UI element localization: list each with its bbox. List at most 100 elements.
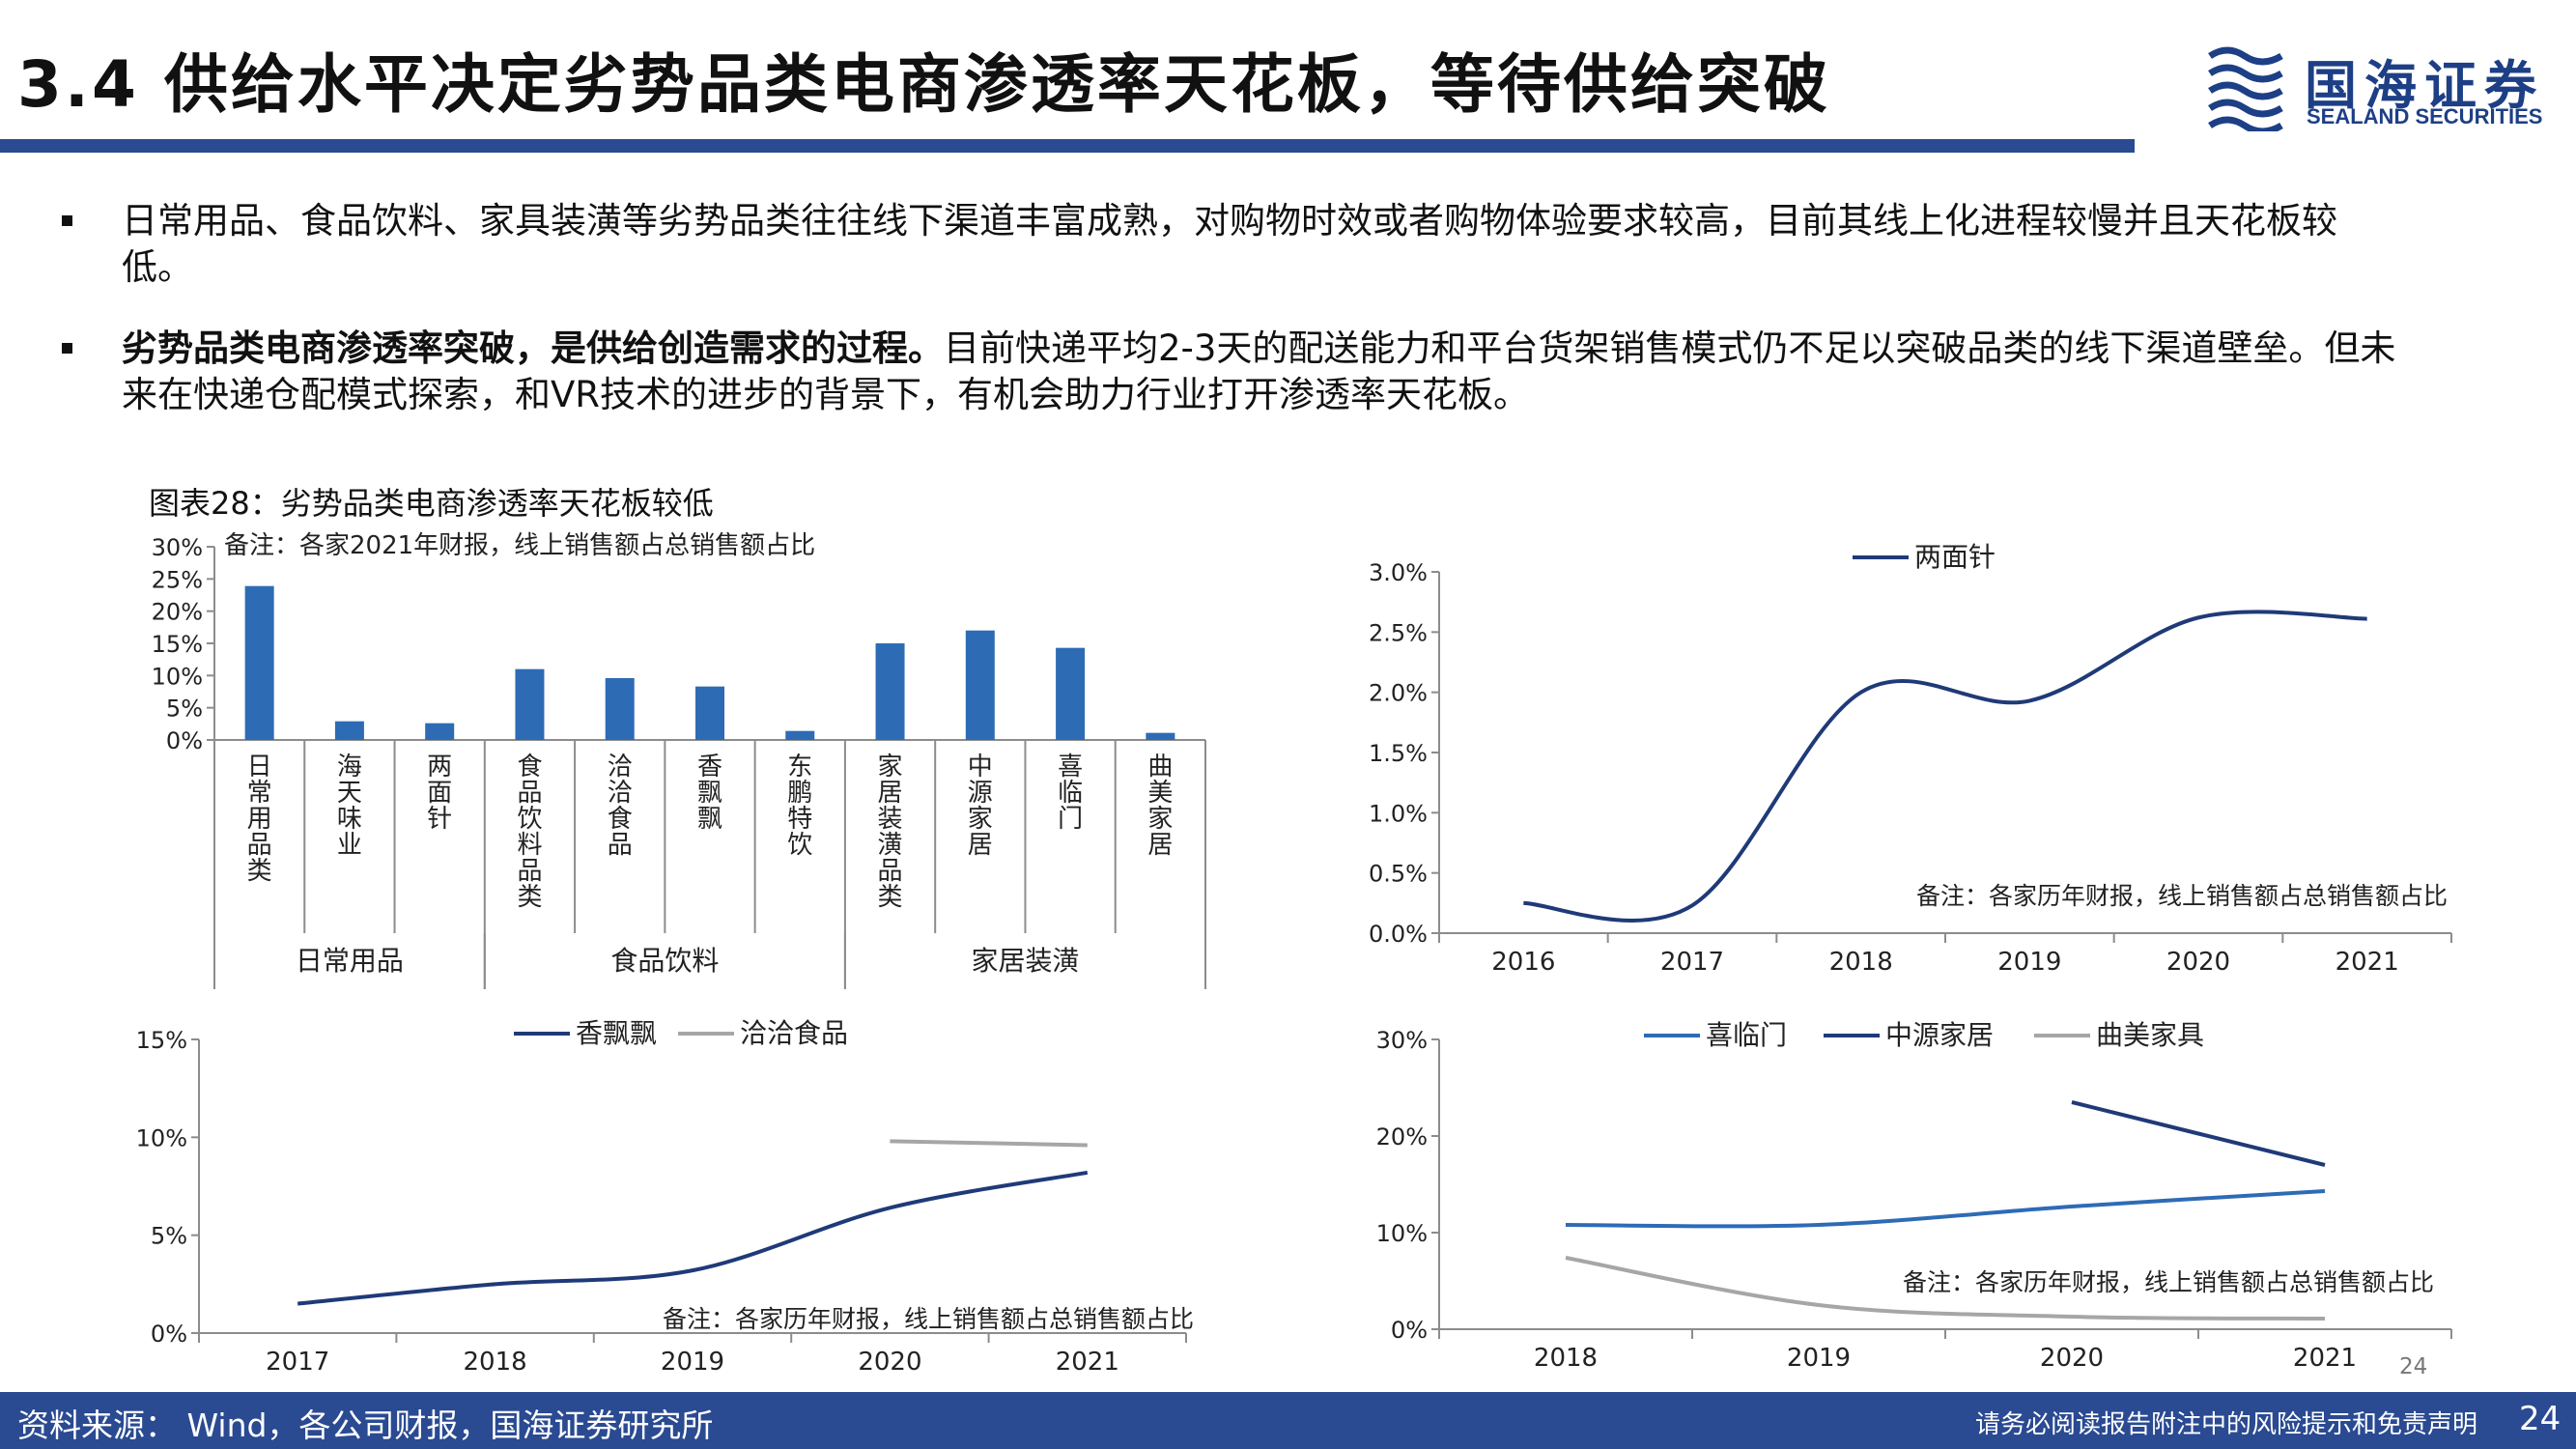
category-label: 飘	[697, 805, 722, 834]
group-label: 家居装潢	[971, 945, 1079, 977]
x-tick-label: 2017	[266, 1348, 329, 1377]
x-tick-label: 2019	[661, 1348, 724, 1377]
footer-bar: 资料来源： Wind，各公司财报，国海证券研究所 请务必阅读报告附注中的风险提示…	[0, 1392, 2576, 1449]
y-tick-label: 10%	[136, 1124, 187, 1151]
bar-chart-penetration: 0%5%10%15%20%25%30%日常用品类海天味业两面针食品饮料品类洽洽食…	[152, 531, 1206, 989]
y-tick-label: 0%	[151, 1321, 187, 1348]
x-tick-label: 2021	[1056, 1348, 1119, 1377]
category-label: 料	[517, 831, 542, 860]
category-label: 两	[427, 753, 452, 781]
category-label: 鹏	[787, 779, 812, 808]
category-label: 源	[968, 779, 993, 808]
y-tick-label: 30%	[1376, 1027, 1428, 1054]
legend-label: 洽洽食品	[740, 1017, 848, 1049]
bar	[965, 630, 995, 740]
x-tick-label: 2016	[1491, 948, 1555, 977]
bar	[695, 686, 724, 740]
bar	[244, 585, 274, 740]
page-title: 3.4 供给水平决定劣势品类电商渗透率天花板，等待供给突破	[17, 47, 1830, 122]
category-label: 东	[787, 753, 812, 781]
category-label: 品	[608, 831, 633, 860]
series-line	[1565, 1189, 2326, 1229]
y-tick-label: 2.0%	[1369, 680, 1428, 707]
category-label: 针	[427, 805, 452, 834]
category-label: 家	[1147, 805, 1173, 834]
category-label: 食	[517, 753, 542, 781]
company-logo: 国海证券 SEALAND SECURITIES	[2204, 41, 2562, 137]
bar	[425, 723, 455, 740]
y-tick-label: 10%	[1376, 1220, 1428, 1247]
category-label: 门	[1058, 805, 1083, 834]
category-label: 居	[878, 779, 903, 808]
bar	[515, 668, 545, 740]
y-tick-label: 5%	[166, 696, 203, 723]
x-tick-label: 2021	[2335, 948, 2399, 977]
category-label: 喜	[1058, 753, 1083, 781]
bullet-item: 劣势品类电商渗透率突破，是供给创造需求的过程。目前快递平均2-3天的配送能力和平…	[60, 326, 2397, 418]
category-label: 品	[517, 857, 542, 886]
x-tick-label: 2020	[858, 1348, 921, 1377]
y-tick-label: 20%	[1376, 1123, 1428, 1151]
category-label: 饮	[517, 805, 542, 834]
x-tick-label: 2018	[464, 1348, 527, 1377]
logo-wave-icon	[2208, 46, 2283, 131]
logo-en-text: SEALAND SECURITIES	[2307, 104, 2543, 128]
line-chart-food: 0% 5% 10% 15% 2017 2018 2019 2020 2021 香飘飘 洽洽食品备注：…	[136, 1017, 1194, 1377]
y-tick-label: 0%	[166, 727, 203, 754]
category-label: 居	[968, 831, 993, 860]
chart-note: 备注：各家历年财报，线上销售额占总销售额占比	[1916, 882, 2448, 910]
category-label: 日	[247, 753, 272, 781]
bar	[1146, 732, 1175, 740]
category-label: 天	[337, 779, 362, 808]
category-label: 品	[878, 857, 903, 886]
line-chart-furniture: 0% 10% 20% 30% 2018 2019 2020 2021 喜临门 中源家居 曲美家具备注…	[1376, 1019, 2452, 1373]
legend-label: 喜临门	[1706, 1019, 1787, 1051]
category-label: 品	[517, 779, 542, 808]
category-label: 家	[878, 753, 903, 781]
category-label: 类	[878, 883, 903, 912]
y-tick-label: 10%	[152, 663, 203, 690]
category-label: 洽	[608, 753, 633, 781]
x-tick-label: 2020	[2166, 948, 2230, 977]
y-tick-label: 25%	[152, 566, 203, 593]
bar	[875, 643, 905, 740]
y-tick-label: 0.5%	[1369, 861, 1428, 888]
footer-page-number: 24	[2519, 1400, 2562, 1438]
legend-label: 曲美家具	[2096, 1019, 2204, 1051]
x-tick-label: 2021	[2293, 1344, 2357, 1373]
category-label: 品	[247, 831, 272, 860]
series-line	[1565, 1256, 2326, 1321]
category-label: 中	[968, 753, 993, 781]
y-tick-label: 5%	[151, 1223, 187, 1250]
category-label: 洽	[608, 779, 633, 808]
group-label: 日常用品	[296, 945, 404, 977]
bullet-item: 日常用品、食品饮料、家具装潢等劣势品类往往线下渠道丰富成熟，对购物时效或者购物体…	[60, 198, 2397, 291]
chart-note: 备注：各家2021年财报，线上销售额占总销售额占比	[224, 531, 815, 560]
bar	[785, 730, 815, 740]
category-label: 用	[247, 805, 272, 834]
bullet-square-icon	[62, 215, 72, 226]
category-label: 美	[1147, 779, 1173, 808]
bullet-text: 日常用品、食品饮料、家具装潢等劣势品类往往线下渠道丰富成熟，对购物时效或者购物体…	[122, 200, 2337, 288]
category-label: 业	[337, 831, 362, 860]
x-tick-label: 2018	[1829, 948, 1893, 977]
y-tick-label: 0%	[1391, 1317, 1428, 1344]
x-tick-label: 2019	[1997, 948, 2061, 977]
y-tick-label: 15%	[136, 1027, 187, 1054]
category-label: 潢	[878, 831, 903, 860]
category-label: 常	[247, 779, 272, 808]
footer-disclaimer: 请务必阅读报告附注中的风险提示和免责声明	[1975, 1410, 2478, 1439]
y-tick-label: 30%	[152, 534, 203, 561]
group-label: 食品饮料	[610, 945, 719, 977]
x-tick-label: 2020	[2040, 1344, 2104, 1373]
y-tick-label: 20%	[152, 599, 203, 626]
y-tick-label: 0.0%	[1369, 921, 1428, 948]
legend-label: 中源家居	[1885, 1019, 1994, 1051]
small-page-number: 24	[2399, 1354, 2428, 1379]
logo-cn-text: 国海证券	[2305, 55, 2544, 116]
bullet-list: 日常用品、食品饮料、家具装潢等劣势品类往往线下渠道丰富成熟，对购物时效或者购物体…	[60, 198, 2397, 453]
series-line	[2071, 1100, 2326, 1167]
y-tick-label: 1.0%	[1369, 800, 1428, 827]
bar	[334, 721, 364, 740]
x-tick-label: 2019	[1787, 1344, 1851, 1373]
